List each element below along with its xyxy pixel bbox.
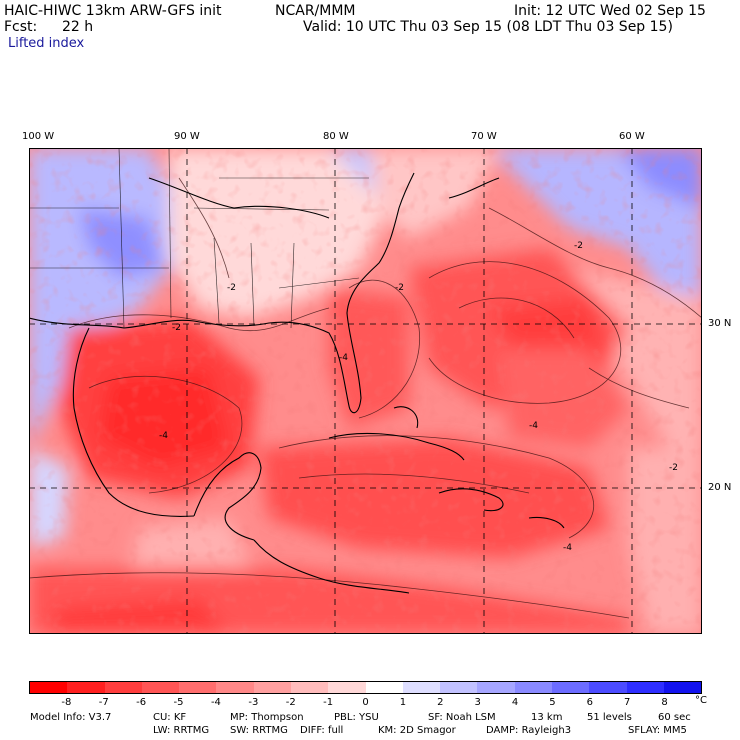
colorbar-tick-label: -3 xyxy=(248,697,259,708)
colorbar-tick-label: -6 xyxy=(136,697,147,708)
colorbar-unit: °C xyxy=(695,695,707,706)
organization-label: NCAR/MMM xyxy=(275,3,356,19)
colorbar-swatch xyxy=(626,682,664,693)
contour-label: -4 xyxy=(563,543,572,553)
colorbar-swatch xyxy=(402,682,441,693)
map-svg: -2 -2 -2 -2 -4 -4 -2 -4 -4 xyxy=(29,148,702,634)
colorbar-swatch xyxy=(477,682,515,693)
model-info-cu: CU: KF xyxy=(153,712,187,723)
lifted-index-map: -2 -2 -2 -2 -4 -4 -2 -4 -4 xyxy=(29,148,702,634)
colorbar-tick-label: 4 xyxy=(511,697,519,708)
model-info-sf: SF: Noah LSM xyxy=(428,712,496,723)
field-texture xyxy=(29,148,702,634)
model-title: HAIC-HIWC 13km ARW-GFS init xyxy=(4,3,222,19)
colorbar-tick-label: -5 xyxy=(173,697,184,708)
colorbar-swatch xyxy=(551,682,590,693)
colorbar-swatch xyxy=(179,682,217,693)
colorbar-tick-label: 5 xyxy=(549,697,556,708)
colorbar-tick-label: 8 xyxy=(661,697,668,708)
contour-labels: -2 -2 -2 -2 -4 -4 -2 -4 -4 xyxy=(159,241,678,553)
lat-label-30n: 30 N xyxy=(708,318,732,329)
colorbar-tick-label: 0 xyxy=(362,697,369,708)
lon-label-70w: 70 W xyxy=(471,131,497,142)
colorbar-swatch xyxy=(328,682,366,693)
contour-label: -4 xyxy=(159,431,168,441)
contour-label: -4 xyxy=(339,353,348,363)
forecast-label: Fcst: xyxy=(4,19,38,35)
colorbar-swatch xyxy=(365,682,403,693)
graticule xyxy=(29,148,702,634)
field-name: Lifted index xyxy=(8,36,85,51)
map-border xyxy=(29,148,702,634)
colorbar-tick-label: 2 xyxy=(437,697,444,708)
init-time: Init: 12 UTC Wed 02 Sep 15 xyxy=(514,3,706,19)
contour-label: -2 xyxy=(172,323,181,333)
lon-label-100w: 100 W xyxy=(22,131,55,142)
colorbar-swatch xyxy=(67,682,105,693)
contour-label: -2 xyxy=(669,463,678,473)
lon-label-80w: 80 W xyxy=(323,131,349,142)
model-info-timestep: 60 sec xyxy=(658,712,691,723)
colorbar-swatch xyxy=(104,682,142,693)
colorbar-tick-label: -4 xyxy=(210,697,221,708)
model-info-resolution: 13 km xyxy=(531,712,563,723)
contour-label: -2 xyxy=(574,241,583,251)
colorbar-tick-label: 6 xyxy=(586,697,594,708)
forecast-hour: 22 h xyxy=(62,19,94,35)
contour-label: -2 xyxy=(395,283,404,293)
model-info-damp: DAMP: Rayleigh3 xyxy=(486,725,572,736)
coastlines xyxy=(29,172,565,594)
colorbar-swatch xyxy=(290,682,329,693)
valid-time: Valid: 10 UTC Thu 03 Sep 15 (08 LDT Thu … xyxy=(303,19,673,35)
colorbar-tick-label: -8 xyxy=(61,697,72,708)
contour-lines xyxy=(29,177,702,619)
model-info-sflay: SFLAY: MM5 xyxy=(628,725,687,736)
colorbar-swatch xyxy=(30,682,68,693)
state-borders xyxy=(29,148,369,329)
model-info-diff: DIFF: full xyxy=(300,725,344,736)
model-info-mp: MP: Thompson xyxy=(230,712,304,723)
colorbar xyxy=(29,681,702,694)
colorbar-tick-label: -1 xyxy=(323,697,334,708)
colorbar-tick-label: 1 xyxy=(399,697,407,708)
colorbar-swatch xyxy=(663,682,702,693)
model-info-levels: 51 levels xyxy=(587,712,632,723)
colorbar-swatch xyxy=(253,682,291,693)
model-info-lw: LW: RRTMG xyxy=(153,725,210,736)
model-info-km: KM: 2D Smagor xyxy=(378,725,456,736)
colorbar-swatch xyxy=(589,682,627,693)
lon-label-60w: 60 W xyxy=(619,131,645,142)
model-info-version: Model Info: V3.7 xyxy=(30,712,112,723)
colorbar-tick-label: 3 xyxy=(474,697,481,708)
colorbar-tick-label: -2 xyxy=(285,697,296,708)
contour-label: -2 xyxy=(227,283,236,293)
colorbar-tick-label: 7 xyxy=(624,697,631,708)
colorbar-swatch xyxy=(440,682,478,693)
model-info-sw: SW: RRTMG xyxy=(230,725,288,736)
lon-label-90w: 90 W xyxy=(174,131,200,142)
contour-label: -4 xyxy=(529,421,538,431)
lat-label-20n: 20 N xyxy=(708,482,732,493)
colorbar-tick-label: -7 xyxy=(98,697,109,708)
colorbar-swatch xyxy=(216,682,254,693)
colorbar-swatch xyxy=(141,682,180,693)
model-info-pbl: PBL: YSU xyxy=(334,712,379,723)
colorbar-swatch xyxy=(514,682,552,693)
